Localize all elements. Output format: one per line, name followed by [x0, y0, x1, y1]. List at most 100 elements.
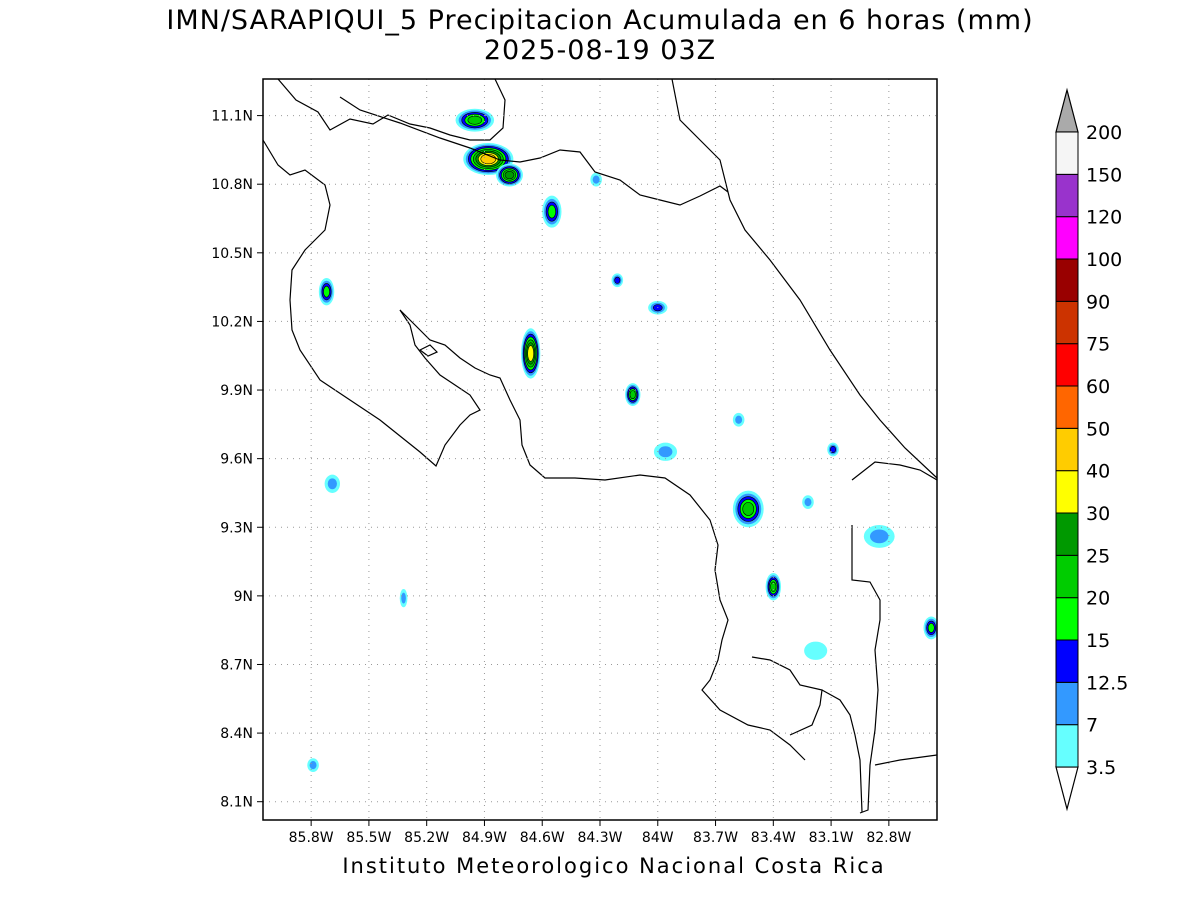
precip-contour-30	[527, 345, 535, 362]
institution-footer: Instituto Meteorologico Nacional Costa R…	[342, 854, 886, 878]
precip-cell	[653, 442, 678, 461]
x-tick-label: 83.1W	[809, 830, 854, 846]
precip-cell	[732, 412, 745, 427]
precip-cell	[827, 442, 839, 457]
precip-cell	[802, 495, 814, 509]
colorbar-swatch	[1055, 343, 1079, 387]
y-tick-label: 9N	[234, 589, 253, 605]
bocas-coast	[851, 461, 937, 481]
precip-contour-7	[592, 175, 600, 184]
precip-cell	[463, 143, 514, 176]
precip-cell	[307, 758, 319, 772]
colorbar-label: 40	[1086, 461, 1110, 483]
y-tick-label: 9.9N	[220, 383, 253, 399]
colorbar-label: 25	[1086, 545, 1110, 567]
colorbar-swatch	[1055, 385, 1079, 429]
x-tick-label: 84.6W	[520, 830, 565, 846]
precip-contour-25	[504, 170, 515, 180]
island	[418, 344, 439, 357]
precip-cell	[324, 474, 341, 493]
precip-contour-12.5	[830, 445, 837, 454]
y-tick-label: 8.1N	[220, 795, 253, 811]
x-tick-label: 84W	[642, 830, 674, 846]
map-title: IMN/SARAPIQUI_5 Precipitacion Acumulada …	[166, 5, 1034, 36]
y-tick-label: 10.5N	[211, 246, 253, 262]
colorbar-swatch	[1055, 300, 1079, 345]
colorbar-label: 15	[1086, 630, 1110, 652]
colorbar-label: 50	[1086, 418, 1110, 440]
longitude-axis: 85.8W 85.5W 85.2W 84.9W 84.6W 84.3W 84W 83.7W 83…	[289, 820, 912, 846]
colorbar-swatch	[1055, 258, 1079, 302]
nicaragua-border	[339, 96, 729, 206]
graticule	[263, 79, 937, 820]
colorbar-swatch	[1055, 681, 1079, 726]
precip-contour-7	[327, 478, 337, 490]
precip-cell	[611, 273, 624, 288]
precip-cell	[863, 524, 895, 548]
precip-cell	[521, 328, 541, 379]
colorbar-label: 20	[1086, 588, 1110, 610]
precip-contour-15	[323, 285, 330, 298]
colorbar-swatch	[1055, 470, 1079, 514]
y-tick-label: 11.1N	[211, 109, 253, 125]
precip-contour-3.5	[804, 641, 828, 660]
precip-contour-7	[735, 415, 743, 424]
precip-contour-7	[804, 497, 812, 507]
y-tick-label: 8.4N	[220, 726, 253, 742]
osa-peninsula	[751, 656, 823, 736]
y-tick-label: 8.7N	[220, 657, 253, 673]
colorbar-label: 30	[1086, 503, 1110, 525]
colorbar-label: 3.5	[1086, 757, 1116, 779]
precip-cell	[804, 641, 828, 660]
colorbar-label: 120	[1086, 207, 1122, 229]
pacific-coast-north	[263, 139, 481, 467]
precip-cell	[455, 108, 495, 132]
precip-contour-7	[658, 446, 673, 458]
y-tick-label: 10.8N	[211, 177, 253, 193]
colorbar-swatch	[1055, 216, 1079, 260]
colorbar-under-arrow	[1055, 766, 1079, 812]
x-tick-label: 85.5W	[346, 830, 391, 846]
precip-contour-12.5	[614, 276, 621, 284]
precip-cell	[590, 172, 602, 187]
precip-cell	[318, 277, 335, 306]
x-tick-label: 85.2W	[404, 830, 449, 846]
colorbar-label: 60	[1086, 376, 1110, 398]
colorbar-label: 90	[1086, 291, 1110, 313]
colorbar-over-arrow	[1055, 87, 1079, 133]
gulf-of-nicoya-coast	[399, 309, 806, 761]
colorbar-label: 7	[1086, 715, 1098, 737]
precip-cell	[496, 163, 523, 187]
caribbean-coast-north	[671, 79, 937, 479]
x-tick-label: 85.8W	[289, 830, 334, 846]
precip-contour-7	[401, 592, 406, 604]
x-tick-label: 84.9W	[462, 830, 507, 846]
colorbar-label: 200	[1086, 122, 1122, 144]
colorbar-swatch	[1055, 131, 1079, 175]
precip-cell	[923, 616, 937, 640]
precip-contour-7	[309, 760, 317, 770]
colorbar-legend: 3.5 7 12.5 15 20 25 30 40 50 60 75 90 100 120 150 200	[1055, 87, 1128, 812]
panama-border	[851, 525, 881, 814]
precip-contour-20	[770, 581, 777, 592]
map-datetime: 2025-08-19 03Z	[483, 35, 717, 66]
precip-contour-20	[742, 502, 755, 516]
colorbar-label: 75	[1086, 334, 1110, 356]
x-tick-label: 83.7W	[693, 830, 738, 846]
precip-cell	[399, 589, 408, 608]
colorbar-label: 150	[1086, 164, 1122, 186]
chiriqui-coast	[874, 754, 937, 766]
coastline	[263, 79, 937, 814]
lake-nicaragua-shore	[277, 79, 506, 141]
colorbar-swatch	[1055, 512, 1079, 556]
y-tick-label: 9.6N	[220, 452, 253, 468]
colorbar-swatch	[1055, 639, 1079, 683]
precipitation-field	[307, 108, 937, 772]
y-tick-label: 10.2N	[211, 314, 253, 330]
precip-cell	[625, 383, 641, 407]
precip-contour-20	[629, 390, 636, 400]
colorbar-label: 12.5	[1086, 672, 1128, 694]
y-tick-label: 9.3N	[220, 520, 253, 536]
precip-cell	[542, 195, 562, 228]
